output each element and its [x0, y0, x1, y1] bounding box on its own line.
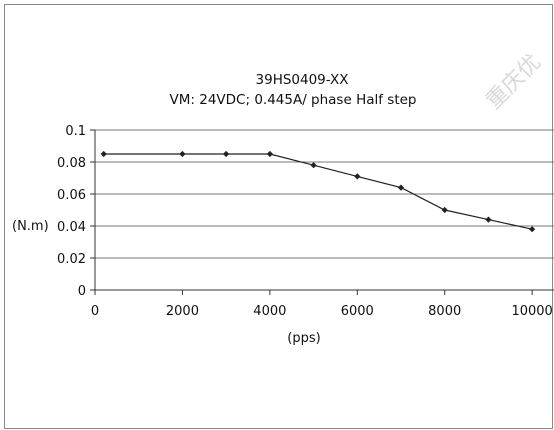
x-tick-label: 2000 [166, 304, 199, 319]
x-tick-labels: 0 2000 4000 6000 8000 10000 [91, 304, 553, 319]
data-point [528, 226, 536, 233]
data-point [485, 216, 492, 223]
y-tick-label: 0.04 [57, 220, 86, 235]
data-point [441, 206, 448, 214]
y-tick-label: 0 [78, 284, 86, 299]
watermark-text: 重庆优 [482, 50, 546, 114]
x-tick-label: 4000 [253, 304, 286, 319]
x-axis-label: (pps) [287, 331, 320, 346]
axes [90, 129, 554, 295]
y-tick-label: 0.02 [57, 252, 86, 267]
data-point [179, 150, 186, 158]
chart-frame [4, 4, 553, 429]
data-point [100, 150, 107, 158]
y-axis-label: (N.m) [12, 219, 49, 234]
x-tick-label: 6000 [341, 304, 374, 319]
chart-subtitle: VM: 24VDC; 0.445A/ phase Half step [170, 92, 417, 108]
chart-title: 39HS0409-XX [256, 72, 349, 88]
data-point [354, 173, 361, 180]
data-point [266, 150, 274, 158]
series-line [103, 153, 533, 230]
data-point [397, 184, 405, 191]
x-tick-label: 10000 [511, 304, 552, 319]
y-tick-labels: 0 0.02 0.04 0.06 0.08 0.1 [57, 124, 86, 299]
gridlines [95, 129, 554, 259]
x-tick-label: 0 [91, 304, 99, 319]
y-tick-label: 0.06 [57, 188, 86, 203]
data-point [222, 150, 230, 158]
x-tick-label: 8000 [428, 304, 461, 319]
y-tick-label: 0.1 [65, 124, 86, 139]
data-point [310, 162, 317, 169]
y-tick-label: 0.08 [57, 156, 86, 171]
series-layer [100, 150, 536, 233]
